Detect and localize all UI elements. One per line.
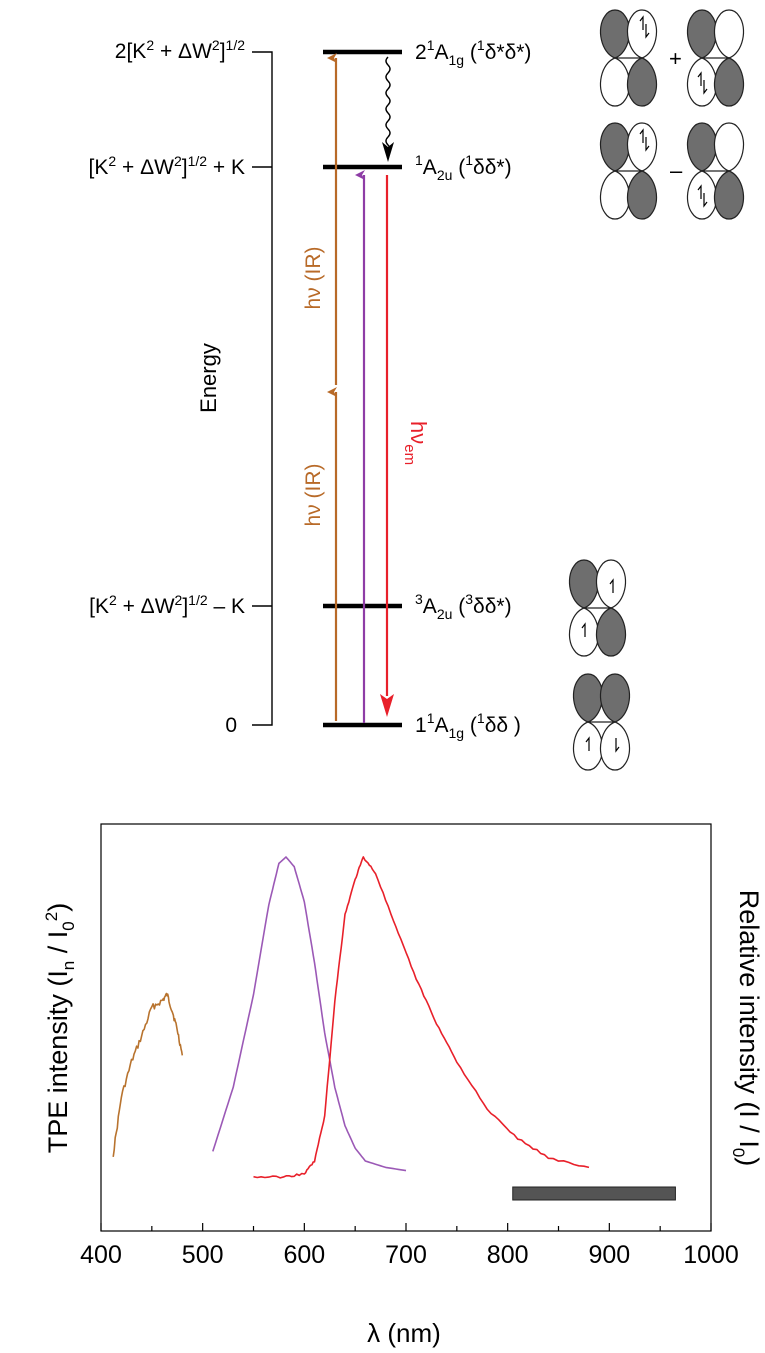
spectrum-series-1 <box>213 857 406 1171</box>
x-tick-label: 800 <box>487 1241 529 1269</box>
orbital-pair-triplet <box>569 560 625 656</box>
state-label-ground: 11A1g (1δδ ) <box>415 710 521 741</box>
state-label-1A2u: 1A2u (1δδ*) <box>415 152 512 183</box>
x-tick-label: 500 <box>182 1241 224 1269</box>
series-layer <box>113 857 589 1178</box>
state-label-3A2u: 3A2u (3δδ*) <box>415 591 512 622</box>
energy-label-third: [K2 + ΔW2]1/2 – K <box>89 592 245 618</box>
relaxation-wavy-arrow <box>386 57 390 153</box>
spectrum-series-0 <box>113 994 182 1157</box>
filter-bar <box>513 1187 676 1200</box>
energy-label-zero: 0 <box>225 714 237 737</box>
orbital-pair-mid-right <box>687 123 743 219</box>
x-tick-label: 700 <box>385 1241 427 1269</box>
x-tick-label: 900 <box>588 1241 630 1269</box>
x-tick-label: 1000 <box>683 1241 739 1269</box>
ir-label-lower: hν (IR) <box>302 464 325 527</box>
x-tick-label: 400 <box>80 1241 122 1269</box>
emission-arrow-head <box>380 694 394 717</box>
orbital-pair-top-left <box>600 10 656 106</box>
energy-diagram: Energy 2[K2 + ΔW2]1/2 [K2 + ΔW2]1/2 + K … <box>89 10 744 770</box>
x-axis-ticks: 400 500 600 700 800 900 1000 <box>80 1223 739 1269</box>
orbital-pair-mid-left <box>600 123 656 219</box>
y-axis-label-left: TPE intensity (In / I02) <box>42 903 78 1153</box>
state-label-2-1A1g: 21A1g (1δ*δ*) <box>415 37 531 68</box>
operator-minus: – <box>670 158 683 183</box>
orbital-pair-top-right <box>687 10 743 106</box>
energy-axis-label: Energy <box>196 343 221 413</box>
energy-label-top: 2[K2 + ΔW2]1/2 <box>115 37 245 63</box>
energy-axis-bracket <box>252 52 272 725</box>
spectrum-chart: 400 500 600 700 800 900 1000 λ (nm) TPE intens… <box>42 824 764 1348</box>
x-tick-label: 600 <box>283 1241 325 1269</box>
emission-label: hνem <box>401 421 431 465</box>
ir-label-upper: hν (IR) <box>302 247 325 310</box>
x-axis-label: λ (nm) <box>367 1318 441 1348</box>
orbital-pair-ground <box>573 674 629 770</box>
operator-plus: + <box>669 46 682 71</box>
spectrum-series-2 <box>254 857 590 1178</box>
energy-label-second: [K2 + ΔW2]1/2 + K <box>89 153 245 179</box>
y-axis-label-right: Relative intensity (I / I0) <box>729 890 764 1167</box>
